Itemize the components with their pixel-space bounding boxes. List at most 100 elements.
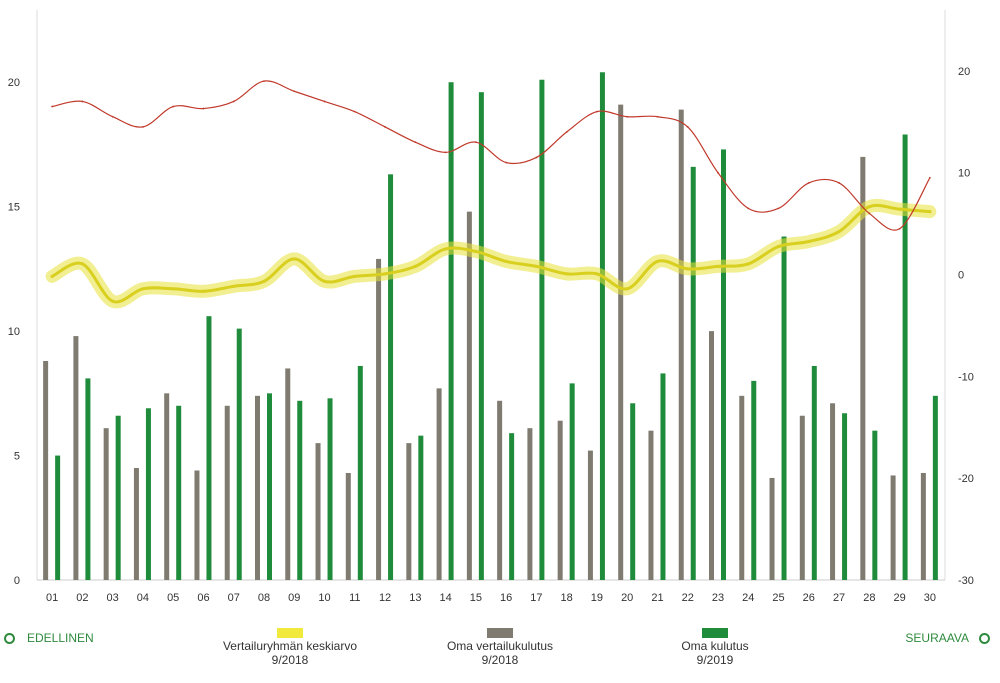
bar-own-comparison: [799, 415, 805, 580]
right-tick-label: -30: [958, 575, 974, 587]
bar-own-consumption: [267, 393, 272, 580]
bar-own-consumption: [811, 365, 817, 580]
group-average-point: [201, 289, 206, 293]
right-axis-line-point: [898, 227, 901, 230]
right-axis-line-series: [52, 80, 931, 231]
bar-own-comparison: [466, 211, 472, 580]
bar-own-consumption: [569, 383, 575, 580]
group-average-point: [625, 287, 629, 291]
right-axis-line-point: [353, 110, 356, 113]
bar-own-consumption: [751, 380, 757, 580]
group-average-point: [353, 274, 357, 278]
next-button[interactable]: SEURAAVA: [905, 631, 990, 645]
x-tick-label: 03: [107, 592, 119, 604]
bar-own-comparison: [890, 475, 896, 580]
bar-own-comparison: [618, 104, 624, 580]
right-axis-line-point: [111, 115, 114, 118]
x-tick-label: 01: [46, 592, 58, 604]
bar-own-consumption: [902, 134, 908, 580]
bar-own-consumption: [357, 365, 363, 580]
x-tick-label: 23: [712, 592, 724, 604]
bar-own-consumption: [145, 408, 151, 580]
bar-own-consumption: [115, 415, 121, 580]
right-axis-line-point: [414, 141, 417, 144]
right-axis-line-point: [81, 100, 84, 103]
group-average-glow: [45, 198, 937, 309]
group-average-point: [837, 229, 841, 234]
circle-icon: [979, 632, 990, 644]
previous-label: EDELLINEN: [27, 631, 94, 645]
group-average-point: [746, 262, 750, 266]
legend-swatch: [277, 628, 303, 638]
x-tick-label: 14: [439, 592, 451, 604]
circle-icon: [4, 632, 15, 644]
previous-button[interactable]: EDELLINEN: [4, 631, 94, 645]
x-tick-label: 10: [318, 592, 330, 604]
legend-item-group-average[interactable]: Vertailuryhmän keskiarvo 9/2018: [220, 628, 360, 667]
bar-own-comparison: [73, 336, 79, 580]
right-axis-line-point: [172, 105, 175, 108]
right-tick-label: -10: [958, 371, 974, 383]
bar-own-comparison: [103, 428, 109, 580]
group-average-point: [232, 284, 236, 288]
group-average-point: [867, 205, 871, 209]
legend-item-own-consumption[interactable]: Oma kulutus 9/2019: [660, 628, 770, 667]
bar-own-comparison: [255, 395, 260, 580]
right-axis-line-point: [838, 182, 840, 184]
bar-own-consumption: [478, 92, 484, 580]
group-average-point: [80, 262, 84, 266]
right-axis-line-point: [232, 100, 235, 103]
right-axis-line-point: [565, 131, 568, 133]
group-average-point: [413, 264, 417, 268]
bar-own-consumption: [539, 79, 545, 580]
group-average-point: [898, 207, 902, 211]
group-average-point: [928, 210, 932, 214]
legend-item-own-comparison[interactable]: Oma vertailukulutus 9/2018: [435, 628, 565, 667]
group-average-point: [655, 259, 660, 264]
bar-own-consumption: [297, 400, 303, 580]
legend-swatch: [702, 628, 728, 638]
right-axis-line-point: [505, 161, 508, 164]
x-tick-label: 09: [288, 592, 300, 604]
group-average-point: [50, 274, 54, 278]
legend-period: 9/2018: [271, 653, 309, 667]
right-axis-line-point: [807, 182, 810, 184]
bar-own-comparison: [920, 472, 926, 580]
bar-own-comparison: [285, 368, 291, 580]
bar-own-comparison: [345, 472, 351, 580]
right-axis-line-point: [474, 141, 477, 144]
right-axis-line-point: [444, 151, 447, 154]
group-average-point: [716, 264, 720, 268]
group-average-point: [383, 272, 387, 276]
right-axis-line-point: [202, 107, 205, 110]
bar-own-comparison: [194, 470, 200, 580]
right-axis-line-point: [263, 80, 265, 82]
x-tick-label: 29: [893, 592, 905, 604]
right-axis-line-point: [535, 156, 538, 159]
bar-own-comparison: [497, 400, 503, 580]
legend-period: 9/2019: [696, 653, 734, 667]
right-axis-line-point: [142, 126, 144, 128]
legend-label: Vertailuryhmän keskiarvo: [222, 639, 358, 653]
bar-own-comparison: [860, 156, 866, 580]
right-axis-line-point: [323, 100, 326, 103]
bar-own-comparison: [436, 388, 442, 580]
right-axis-line-point: [868, 212, 871, 215]
x-tick-label: 24: [742, 592, 754, 604]
bar-own-consumption: [236, 328, 242, 580]
legend-label: Oma kulutus: [681, 639, 749, 653]
bar-own-comparison: [224, 405, 230, 580]
group-average-point: [807, 239, 811, 244]
right-axis-line-point: [717, 171, 719, 174]
bar-own-comparison: [678, 109, 684, 580]
group-average-point: [171, 287, 175, 291]
right-axis-line-point: [384, 126, 386, 128]
x-tick-label: 20: [621, 592, 633, 604]
x-tick-label: 18: [561, 592, 573, 604]
right-axis-line-point: [928, 176, 931, 179]
x-tick-label: 02: [76, 592, 88, 604]
left-tick-label: 20: [8, 77, 20, 89]
bar-series: [43, 72, 938, 581]
x-tick-label: 11: [349, 592, 360, 604]
